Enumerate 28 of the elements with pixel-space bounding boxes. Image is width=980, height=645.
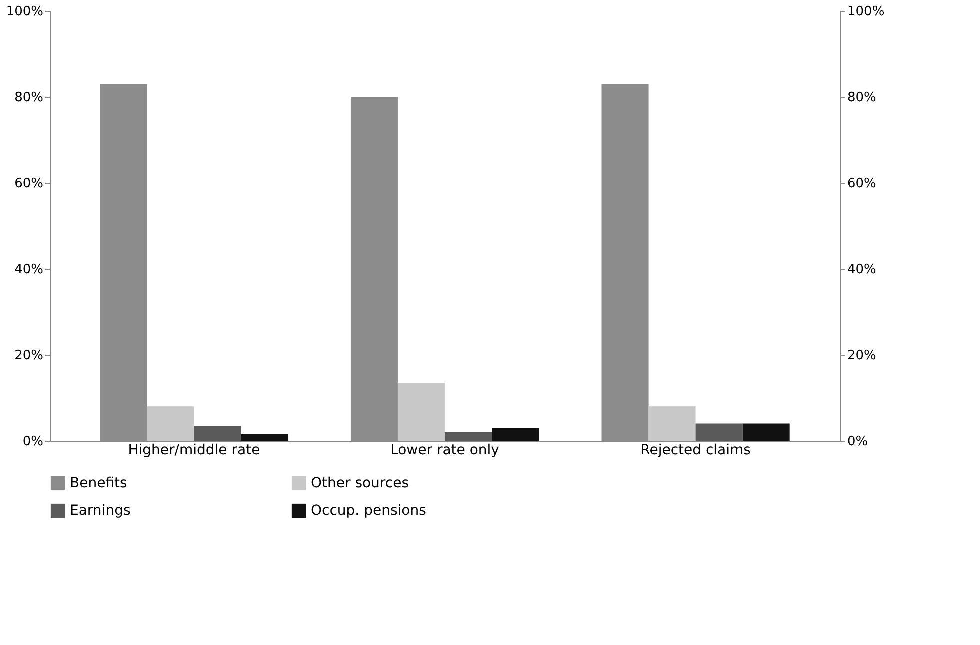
- bar: [147, 406, 194, 441]
- bar: [445, 432, 492, 441]
- x-tick-label: Rejected claims: [640, 442, 751, 458]
- y2-tick-label: 100%: [848, 4, 885, 20]
- y2-tick-label: 60%: [848, 176, 876, 192]
- legend-label: Occup. pensions: [311, 503, 426, 519]
- y-tick-label: 20%: [14, 348, 44, 364]
- y-tick-label: 60%: [14, 176, 44, 192]
- y-tick-label: 0%: [22, 434, 44, 450]
- bar: [194, 426, 242, 441]
- bar: [742, 424, 790, 441]
- bar: [398, 382, 445, 441]
- y2-tick-label: 0%: [848, 434, 868, 450]
- legend-label: Benefits: [70, 475, 128, 492]
- y-tick-label: 40%: [14, 262, 44, 278]
- y2-tick-label: 80%: [848, 90, 876, 106]
- legend-label: Other sources: [311, 475, 409, 492]
- bar: [696, 424, 743, 441]
- y-tick-label: 100%: [6, 4, 44, 20]
- y-tick-label: 80%: [14, 90, 44, 106]
- x-tick-label: Lower rate only: [390, 442, 500, 458]
- legend-label: Earnings: [70, 503, 131, 519]
- bar: [492, 428, 540, 441]
- bar: [648, 406, 696, 441]
- y2-tick-label: 40%: [848, 262, 876, 278]
- x-tick-label: Higher/middle rate: [128, 442, 260, 458]
- y2-tick-label: 20%: [848, 348, 876, 364]
- bar: [241, 434, 288, 441]
